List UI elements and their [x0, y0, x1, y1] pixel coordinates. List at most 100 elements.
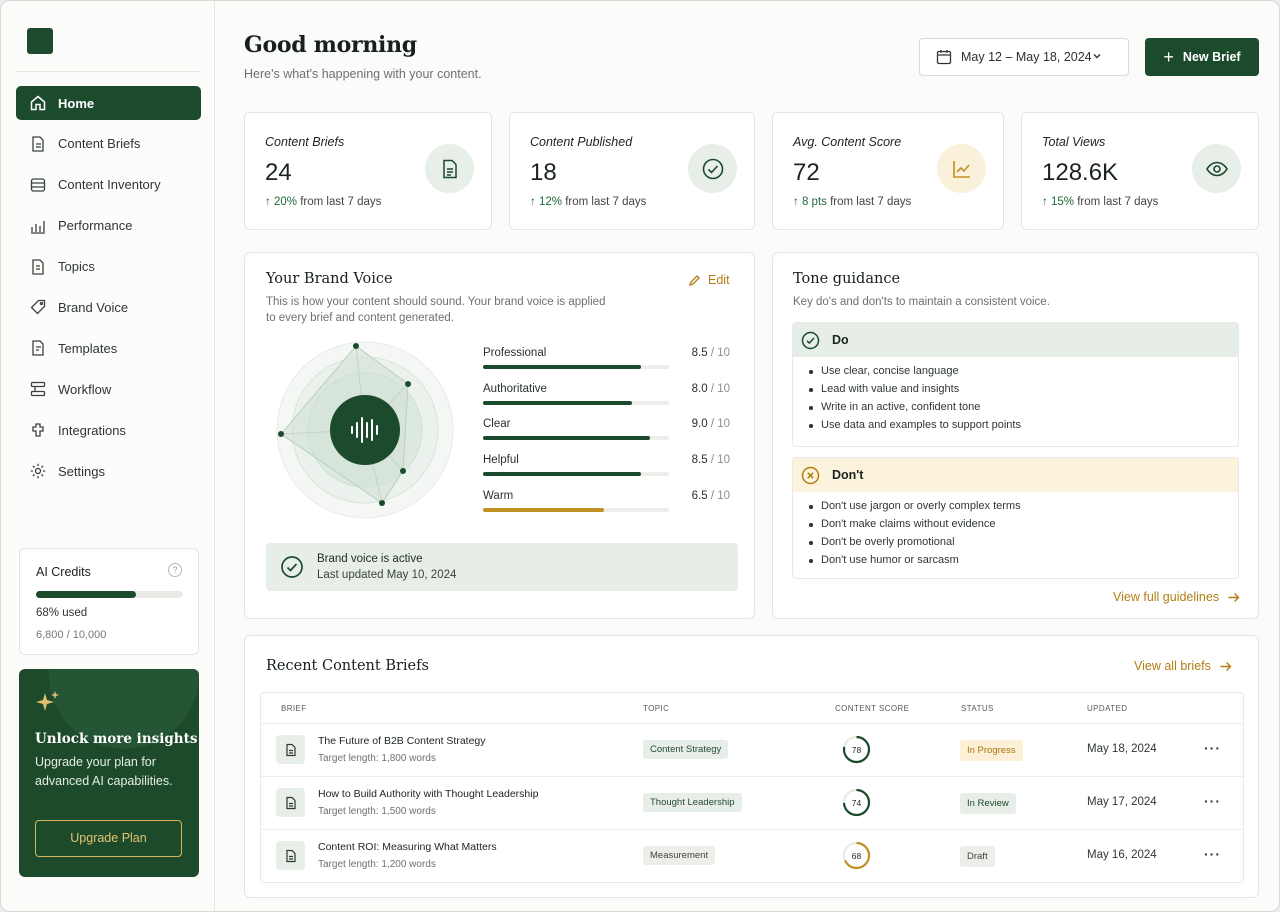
updated-date: May 16, 2024 — [1087, 849, 1157, 861]
sidebar-item-templates[interactable]: Templates — [16, 331, 201, 365]
briefs-table: BRIEF TOPIC CONTENT SCORE STATUS UPDATED… — [260, 692, 1244, 883]
table-row[interactable]: The Future of B2B Content Strategy Targe… — [261, 723, 1243, 776]
brief-title[interactable]: How to Build Authority with Thought Lead… — [318, 788, 539, 800]
score-ring: 68 — [842, 841, 871, 870]
topic-badge: Content Strategy — [643, 740, 729, 759]
sidebar-item-label: Content Briefs — [58, 136, 141, 152]
sidebar-item-label: Content Inventory — [58, 177, 161, 193]
trend-icon — [937, 144, 986, 193]
status-badge: Draft — [960, 846, 995, 867]
sidebar-item-home[interactable]: Home — [16, 86, 201, 120]
credits-used: 68% used — [36, 607, 88, 619]
stat-value: 18 — [530, 159, 557, 186]
arrow-up-icon: ↑ — [793, 196, 802, 208]
topic-badge: Measurement — [643, 846, 716, 865]
trait-bar — [483, 508, 669, 512]
table-row[interactable]: How to Build Authority with Thought Lead… — [261, 776, 1243, 829]
do-list: Use clear, concise language Lead with va… — [793, 357, 1238, 437]
trait-score-value: 6.5 — [691, 490, 708, 502]
stat-change-suffix: from last 7 days — [1077, 196, 1159, 208]
trait-bar-fill — [483, 436, 651, 440]
brief-title[interactable]: Content ROI: Measuring What Matters — [318, 841, 497, 853]
tone-title: Tone guidance — [793, 271, 901, 287]
sidebar-item-label: Performance — [58, 218, 133, 234]
eye-icon — [1192, 144, 1241, 193]
tag-icon — [30, 300, 46, 315]
trait-score: 9.0 / 10 — [692, 418, 730, 430]
stat-label: Content Published — [530, 135, 633, 149]
edit-brand-voice-button[interactable]: Edit — [688, 273, 730, 287]
calendar-icon — [936, 50, 952, 65]
document-icon — [276, 788, 305, 817]
stat-change-value: 15% — [1050, 196, 1074, 208]
trait-name: Professional — [483, 347, 547, 359]
sidebar-item-workflow[interactable]: Workflow — [16, 372, 201, 406]
trait-bar-fill — [483, 401, 632, 405]
sidebar-item-brand-voice[interactable]: Brand Voice — [16, 290, 201, 324]
sidebar-item-topics[interactable]: Topics — [16, 250, 201, 284]
promo-title: Unlock more insights — [35, 731, 198, 747]
trait-score: 8.0 / 10 — [692, 383, 730, 395]
trait-warm: Warm 6.5 / 10 — [483, 490, 730, 512]
sparkle-icon — [36, 691, 59, 711]
sidebar-item-label: Integrations — [58, 422, 126, 438]
sidebar-nav: Home Content Briefs Content Inventory Pe… — [16, 86, 201, 495]
stat-change-value: 20% — [273, 196, 297, 208]
trait-bar — [483, 436, 669, 440]
arrow-right-icon — [1220, 661, 1232, 671]
check-circle-icon — [281, 556, 303, 578]
stat-card-content-briefs: Content Briefs 24 ↑ 20% from last 7 days — [244, 112, 492, 230]
list-item: Don't use humor or sarcasm — [809, 554, 1238, 572]
dont-section: Don't Don't use jargon or overly complex… — [792, 457, 1239, 579]
status-badge: In Progress — [960, 740, 1023, 761]
home-icon — [30, 95, 46, 111]
new-brief-button[interactable]: + New Brief — [1145, 38, 1259, 76]
brand-voice-title: Your Brand Voice — [266, 271, 393, 287]
table-row[interactable]: Content ROI: Measuring What Matters Targ… — [261, 829, 1243, 882]
sidebar-item-performance[interactable]: Performance — [16, 209, 201, 243]
sidebar-item-content-briefs[interactable]: Content Briefs — [16, 127, 201, 161]
trait-authoritative: Authoritative 8.0 / 10 — [483, 383, 730, 405]
score-ring: 78 — [842, 735, 871, 764]
view-guidelines-link[interactable]: View full guidelines — [1113, 590, 1240, 604]
trait-score-value: 8.0 — [691, 383, 708, 395]
date-range-picker[interactable]: May 12 – May 18, 2024 — [919, 38, 1129, 76]
trait-bar — [483, 401, 669, 405]
trait-score: 6.5 / 10 — [692, 490, 730, 502]
sidebar-item-settings[interactable]: Settings — [16, 454, 201, 488]
trait-score-value: 9.0 — [691, 418, 708, 430]
tone-description: Key do's and don'ts to maintain a consis… — [793, 296, 1050, 308]
trait-score-value: 8.5 — [691, 347, 708, 359]
stat-value: 128.6K — [1042, 159, 1119, 186]
credits-progress-fill — [36, 591, 136, 598]
sidebar-item-integrations[interactable]: Integrations — [16, 413, 201, 447]
sidebar-item-label: Topics — [58, 259, 95, 275]
x-circle-icon — [801, 466, 820, 484]
topics-icon — [32, 258, 44, 275]
more-options-icon[interactable]: ··· — [1204, 793, 1221, 809]
more-options-icon[interactable]: ··· — [1204, 846, 1221, 862]
stat-change-value: 8 pts — [801, 196, 827, 208]
view-all-briefs-link[interactable]: View all briefs — [1134, 659, 1232, 673]
column-header: STATUS — [961, 704, 994, 713]
sidebar-item-content-inventory[interactable]: Content Inventory — [16, 168, 201, 202]
status-badge: In Review — [960, 793, 1016, 814]
logo — [27, 28, 53, 54]
column-header: CONTENT SCORE — [835, 704, 910, 713]
more-options-icon[interactable]: ··· — [1204, 740, 1221, 756]
ai-credits-card: AI Credits ? 68% used 6,800 / 10,000 — [19, 548, 199, 655]
stat-label: Total Views — [1042, 135, 1106, 149]
trait-bar — [483, 365, 669, 369]
sidebar: Home Content Briefs Content Inventory Pe… — [1, 1, 215, 911]
voice-radar-visual — [276, 341, 454, 519]
upgrade-plan-button[interactable]: Upgrade Plan — [35, 820, 182, 857]
sidebar-item-label: Workflow — [58, 381, 112, 397]
help-icon[interactable]: ? — [168, 563, 182, 577]
trait-professional: Professional 8.5 / 10 — [483, 347, 730, 369]
brief-title[interactable]: The Future of B2B Content Strategy — [318, 735, 486, 747]
gear-icon — [30, 463, 46, 479]
score-ring: 74 — [842, 788, 871, 817]
dont-header: Don't — [793, 458, 1238, 492]
tone-guidance-card: Tone guidance Key do's and don'ts to mai… — [772, 252, 1259, 619]
